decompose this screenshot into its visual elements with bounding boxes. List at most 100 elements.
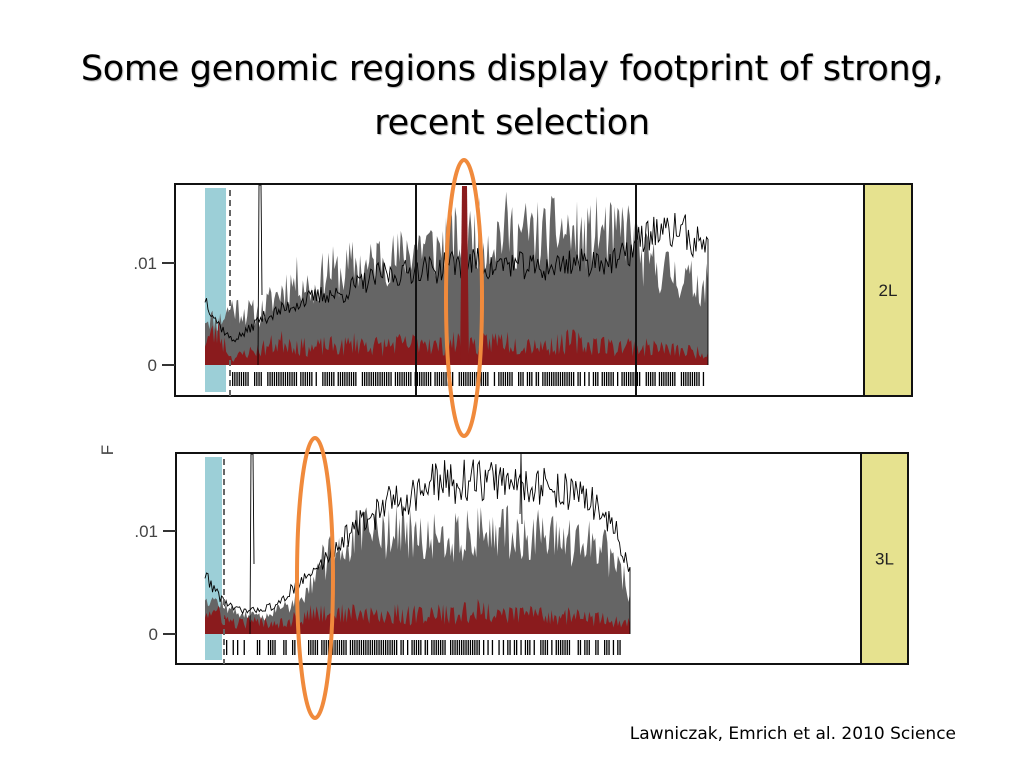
- barcode-tick: [410, 372, 412, 386]
- barcode-tick: [332, 640, 334, 655]
- barcode-tick: [546, 640, 549, 655]
- barcode-tick: [601, 372, 603, 386]
- barcode-tick: [385, 640, 387, 655]
- barcode-tick: [445, 372, 447, 386]
- barcode-tick: [420, 640, 422, 655]
- barcode-tick: [437, 640, 440, 655]
- barcode-tick: [612, 372, 614, 386]
- panel-3L: .01 0 3L: [134, 452, 909, 665]
- barcode-tick: [414, 372, 416, 386]
- barcode-tick: [324, 372, 326, 386]
- barcode-tick: [691, 372, 694, 386]
- barcode-tick: [438, 372, 441, 386]
- barcode-tick: [483, 640, 485, 655]
- arm-label: 2L: [879, 281, 898, 300]
- series-gray-area: [205, 503, 630, 634]
- barcode-tick: [358, 640, 360, 655]
- barcode-tick: [612, 640, 615, 655]
- barcode-tick: [557, 640, 560, 655]
- barcode-tick: [608, 640, 610, 655]
- barcode-tick: [524, 640, 527, 655]
- barcode-tick: [368, 372, 370, 386]
- barcode-tick: [274, 640, 276, 655]
- barcode-tick: [597, 372, 599, 386]
- barcode-tick: [652, 372, 654, 386]
- barcode-tick: [295, 372, 298, 386]
- barcode-tick: [234, 372, 236, 386]
- barcode-tick: [269, 372, 271, 386]
- barcode-tick: [435, 640, 437, 655]
- barcode-tick: [696, 372, 698, 386]
- barcode-tick: [463, 372, 465, 386]
- barcode-tick: [314, 640, 316, 655]
- barcode-tick: [645, 372, 647, 386]
- barcode-tick: [418, 640, 420, 655]
- barcode-tick: [284, 372, 287, 386]
- barcode-tick: [685, 372, 687, 386]
- barcode-tick: [339, 372, 342, 386]
- barcode-tick: [526, 372, 529, 386]
- barcode-tick: [531, 372, 533, 386]
- barcode-tick: [354, 640, 356, 655]
- barcode-tick: [568, 640, 571, 655]
- barcode-tick: [382, 640, 385, 655]
- barcode-tick: [533, 640, 535, 655]
- barcode-tick: [546, 372, 548, 386]
- barcode-tick: [469, 372, 471, 386]
- barcode-tick: [595, 640, 597, 655]
- barcode-tick: [300, 372, 302, 386]
- barcode-tick: [348, 372, 350, 386]
- barcode-tick: [369, 640, 371, 655]
- barcode-tick: [588, 640, 590, 655]
- barcode-tick: [562, 640, 564, 655]
- barcode-tick: [520, 372, 522, 386]
- barcode-tick: [440, 640, 442, 655]
- highlight-ellipse: [444, 158, 484, 438]
- barcode-tick: [608, 372, 610, 386]
- barcode-tick: [465, 372, 467, 386]
- barcode-tick: [540, 640, 542, 655]
- barcode-tick: [350, 372, 353, 386]
- barcode-tick: [461, 640, 463, 655]
- panel-2L: .01 0 2L: [133, 183, 913, 397]
- series-black-line: [204, 459, 631, 634]
- barcode-tick: [322, 372, 324, 386]
- barcode-tick: [436, 372, 438, 386]
- barcode-tick: [346, 372, 348, 386]
- barcode-tick: [401, 372, 403, 386]
- barcode-tick: [416, 372, 419, 386]
- barcode-tick: [573, 372, 575, 386]
- barcode-tick: [287, 372, 289, 386]
- barcode-tick: [485, 372, 487, 386]
- barcode-tick: [471, 372, 474, 386]
- barcode-tick: [537, 372, 540, 386]
- barcode-tick: [243, 640, 245, 655]
- barcode-tick: [460, 372, 463, 386]
- arm-label-box: [863, 183, 913, 397]
- barcode-tick: [272, 640, 274, 655]
- barcode-tick: [376, 640, 378, 655]
- barcode-tick: [634, 372, 636, 386]
- barcode-tick: [687, 372, 689, 386]
- barcode-tick: [444, 640, 446, 655]
- line-spike: [257, 184, 263, 366]
- barcode-tick: [310, 640, 312, 655]
- barcode-tick: [426, 640, 429, 655]
- barcode-tick: [535, 372, 537, 386]
- barcode-tick: [421, 372, 423, 386]
- barcode-tick: [316, 640, 319, 655]
- barcode-tick: [349, 640, 352, 655]
- barcode-tick: [321, 640, 323, 655]
- barcode-tick: [442, 640, 444, 655]
- barcode-tick: [698, 372, 700, 386]
- barcode-tick: [343, 640, 345, 655]
- barcode-tick: [520, 640, 522, 655]
- barcode-tick: [381, 372, 383, 386]
- barcode-tick: [456, 640, 458, 655]
- barcode-tick: [542, 372, 544, 386]
- barcode-tick: [592, 372, 595, 386]
- barcode-tick: [328, 372, 331, 386]
- barcode-tick: [522, 372, 524, 386]
- barcode-tick: [308, 640, 310, 655]
